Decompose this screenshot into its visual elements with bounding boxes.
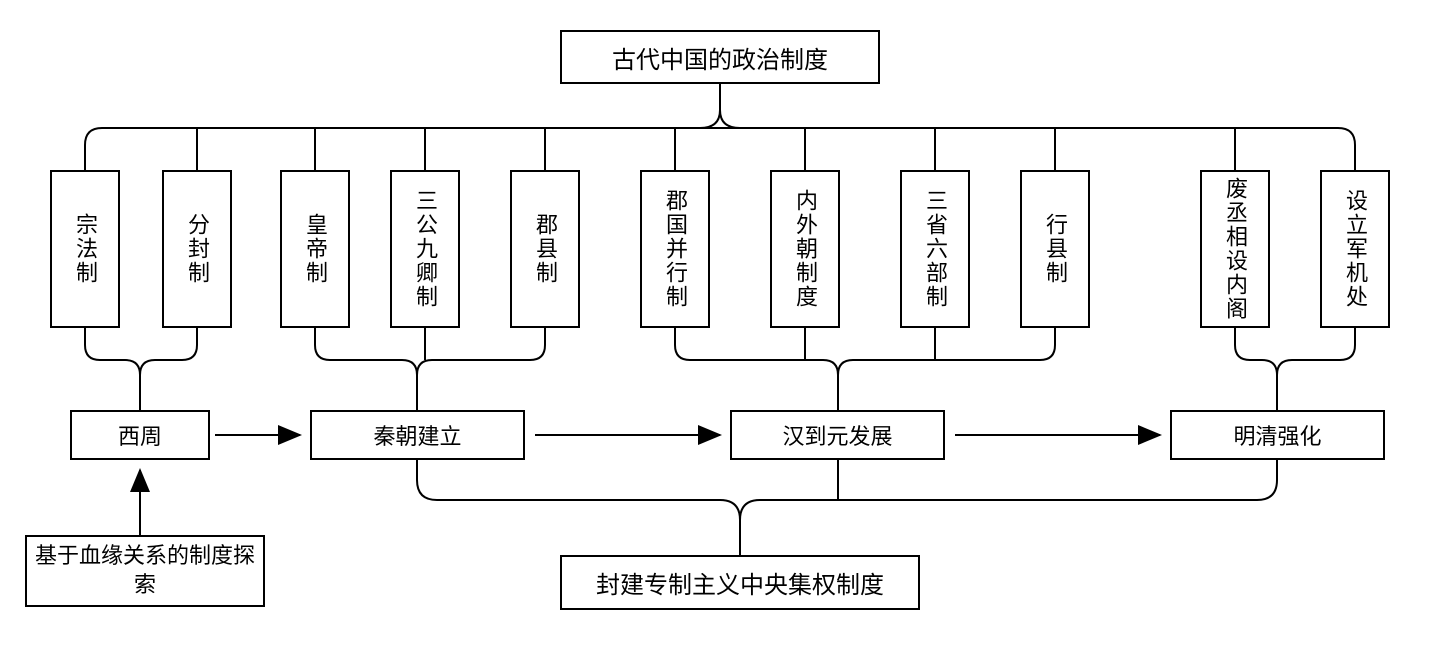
system-node: 行县制 xyxy=(1020,170,1090,328)
system-node: 三公九卿制 xyxy=(390,170,460,328)
system-label: 三公九卿制 xyxy=(409,189,441,309)
period-node: 西周 xyxy=(70,410,210,460)
period-label: 西周 xyxy=(118,419,162,451)
annotation-text: 基于血缘关系的制度探索 xyxy=(27,542,263,599)
diagram-title: 古代中国的政治制度 xyxy=(560,30,880,84)
system-label: 三省六部制 xyxy=(919,189,951,309)
system-label: 宗法制 xyxy=(69,213,101,285)
system-label: 内外朝制度 xyxy=(789,189,821,309)
system-label: 皇帝制 xyxy=(299,213,331,285)
period-label: 秦朝建立 xyxy=(373,419,461,451)
system-label: 废丞相设内阁 xyxy=(1219,177,1251,321)
system-label: 郡县制 xyxy=(529,213,561,285)
system-label: 分封制 xyxy=(181,213,213,285)
system-node: 内外朝制度 xyxy=(770,170,840,328)
system-node: 郡县制 xyxy=(510,170,580,328)
system-label: 设立军机处 xyxy=(1339,189,1371,309)
period-label: 明清强化 xyxy=(1233,419,1321,451)
period-node: 汉到元发展 xyxy=(730,410,945,460)
system-node: 分封制 xyxy=(162,170,232,328)
system-node: 废丞相设内阁 xyxy=(1200,170,1270,328)
system-node: 设立军机处 xyxy=(1320,170,1390,328)
period-label: 汉到元发展 xyxy=(782,419,892,451)
system-node: 皇帝制 xyxy=(280,170,350,328)
system-label: 郡国并行制 xyxy=(659,189,691,309)
summary-text: 封建专制主义中央集权制度 xyxy=(596,565,884,600)
annotation-node: 基于血缘关系的制度探索 xyxy=(25,535,265,607)
system-label: 行县制 xyxy=(1039,213,1071,285)
system-node: 宗法制 xyxy=(50,170,120,328)
period-node: 明清强化 xyxy=(1170,410,1385,460)
summary-node: 封建专制主义中央集权制度 xyxy=(560,555,920,610)
system-node: 三省六部制 xyxy=(900,170,970,328)
system-node: 郡国并行制 xyxy=(640,170,710,328)
title-text: 古代中国的政治制度 xyxy=(612,40,828,75)
period-node: 秦朝建立 xyxy=(310,410,525,460)
